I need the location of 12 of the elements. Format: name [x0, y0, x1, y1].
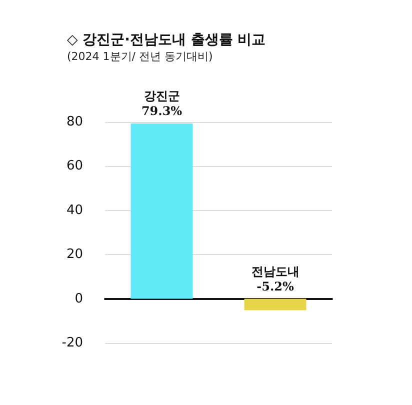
x-tick-label: 전남도내 [251, 264, 300, 278]
chart-subtitle: (2024 1분기/ 전년 동기대비) [67, 50, 213, 63]
y-tick-label: 20 [66, 247, 83, 262]
y-tick-label: 40 [66, 202, 83, 218]
data-label: 79.3% [141, 104, 183, 118]
data-label: -5.2% [256, 279, 294, 294]
chart-title: ◇ 강진군·전남도내 출생률 비교 [67, 32, 266, 48]
y-tick-label: -20 [62, 336, 83, 350]
y-tick-label: 60 [66, 158, 83, 174]
y-tick-label: 0 [74, 291, 83, 306]
y-tick-label: 80 [66, 114, 83, 130]
x-tick-label: 강진군 [144, 89, 180, 104]
